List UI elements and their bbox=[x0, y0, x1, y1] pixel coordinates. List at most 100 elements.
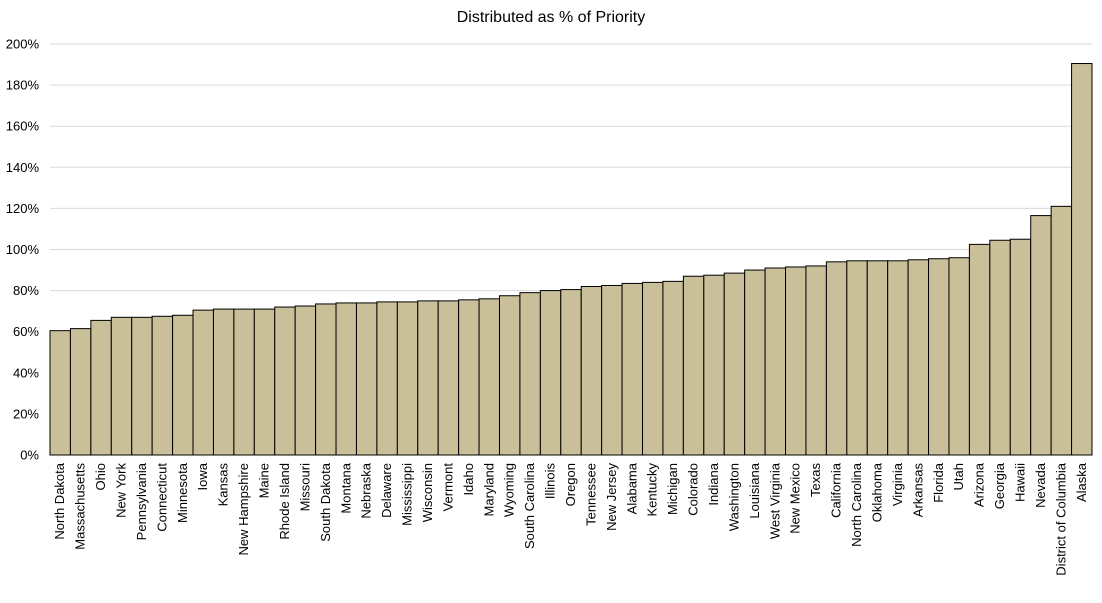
bar-idaho bbox=[458, 299, 480, 456]
x-tick-label: Oklahoma bbox=[869, 462, 884, 522]
bar-kansas bbox=[212, 308, 235, 456]
x-tick-label: Texas bbox=[808, 463, 823, 497]
y-tick-label: 20% bbox=[13, 406, 39, 421]
x-tick-label: Wyoming bbox=[502, 463, 517, 517]
x-tick-label: Connecticut bbox=[154, 463, 169, 532]
bar-georgia bbox=[989, 239, 1011, 456]
x-tick-label: North Carolina bbox=[849, 462, 864, 547]
x-tick-label: Alaska bbox=[1074, 462, 1089, 502]
bar-new-york bbox=[110, 316, 133, 456]
y-tick-label: 180% bbox=[6, 78, 40, 93]
bar-rhode-island bbox=[274, 306, 296, 456]
y-tick-label: 60% bbox=[13, 324, 39, 339]
x-tick-label: Oregon bbox=[563, 463, 578, 506]
y-tick-label: 160% bbox=[6, 119, 40, 134]
bar-south-dakota bbox=[315, 303, 337, 456]
bar-montana bbox=[335, 302, 357, 456]
x-tick-label: New Mexico bbox=[788, 463, 803, 534]
bar-alabama bbox=[621, 282, 644, 456]
bar-florida bbox=[928, 258, 950, 456]
x-tick-label: New York bbox=[114, 463, 129, 518]
x-tick-label: Massachusetts bbox=[73, 463, 88, 550]
bar-utah bbox=[948, 257, 970, 456]
bar-delaware bbox=[376, 301, 398, 456]
x-tick-label: Montana bbox=[338, 462, 353, 513]
x-tick-label: Arkansas bbox=[910, 463, 925, 518]
bar-nebraska bbox=[355, 302, 378, 456]
bar-mississippi bbox=[396, 301, 419, 456]
bars bbox=[49, 63, 1093, 456]
x-tick-label: Kentucky bbox=[645, 463, 660, 517]
x-axis-ticks: North Dakota Massachusetts Ohio New York Pen… bbox=[52, 462, 1089, 575]
x-tick-label: Alabama bbox=[624, 462, 639, 514]
x-tick-label: Delaware bbox=[379, 463, 394, 518]
x-tick-label: Missouri bbox=[297, 463, 312, 512]
x-tick-label: North Dakota bbox=[52, 462, 67, 539]
bar-vermont bbox=[437, 300, 460, 456]
x-tick-label: Maryland bbox=[481, 463, 496, 516]
x-tick-label: Virginia bbox=[890, 462, 905, 506]
x-tick-label: Louisiana bbox=[747, 462, 762, 518]
bar-connecticut bbox=[151, 315, 174, 456]
bar-north-carolina bbox=[846, 260, 868, 456]
bar-ohio bbox=[90, 319, 112, 456]
bar-texas bbox=[805, 265, 827, 456]
x-tick-label: Hawaii bbox=[1012, 463, 1027, 502]
bar-oregon bbox=[560, 289, 582, 456]
x-tick-label: Ohio bbox=[93, 463, 108, 490]
y-tick-label: 200% bbox=[6, 37, 40, 52]
y-tick-label: 80% bbox=[13, 283, 39, 298]
x-tick-label: Indiana bbox=[706, 462, 721, 505]
y-axis-ticks: 0% 20% 40% 60% 80% 100% 120% 140% 160% 180% 200% bbox=[6, 37, 40, 463]
bar-arizona bbox=[968, 243, 991, 456]
y-tick-label: 40% bbox=[13, 365, 39, 380]
x-tick-label: Wisconsin bbox=[420, 463, 435, 522]
bar-wyoming bbox=[498, 295, 521, 456]
y-tick-label: 120% bbox=[6, 201, 40, 216]
bar-kentucky bbox=[642, 281, 664, 456]
bar-alaska bbox=[1071, 63, 1093, 456]
bar-illinois bbox=[539, 290, 562, 456]
x-tick-label: Washington bbox=[726, 463, 741, 531]
x-tick-label: South Carolina bbox=[522, 462, 537, 549]
x-tick-label: Florida bbox=[931, 462, 946, 503]
x-tick-label: District of Columbia bbox=[1053, 462, 1068, 575]
x-tick-label: New Jersey bbox=[604, 463, 619, 531]
x-tick-label: Tennessee bbox=[583, 463, 598, 526]
bar-colorado bbox=[682, 275, 705, 456]
x-tick-label: Colorado bbox=[686, 463, 701, 516]
bar-pennsylvania bbox=[131, 316, 153, 456]
bar-arkansas bbox=[907, 259, 930, 456]
y-tick-label: 0% bbox=[20, 448, 39, 463]
bar-new-jersey bbox=[601, 284, 623, 456]
x-tick-label: Maine bbox=[257, 463, 272, 498]
x-tick-label: Vermont bbox=[440, 463, 455, 512]
bar-oklahoma bbox=[866, 260, 889, 456]
bar-north-dakota bbox=[49, 330, 71, 456]
bar-tennessee bbox=[580, 285, 603, 456]
bar-new-hampshire bbox=[233, 308, 255, 456]
chart-title: Distributed as % of Priority bbox=[457, 9, 646, 26]
y-tick-label: 100% bbox=[6, 242, 40, 257]
x-tick-label: Utah bbox=[951, 463, 966, 490]
bar-michigan bbox=[662, 280, 684, 456]
bar-california bbox=[825, 261, 848, 456]
x-tick-label: Minnesota bbox=[175, 462, 190, 523]
bar-indiana bbox=[703, 274, 725, 456]
bar-maine bbox=[253, 308, 276, 456]
bar-massachusetts bbox=[69, 328, 92, 456]
bar-virginia bbox=[887, 260, 909, 456]
bar-west-virginia bbox=[764, 267, 787, 456]
x-tick-label: New Hampshire bbox=[236, 463, 251, 555]
bar-iowa bbox=[192, 309, 214, 456]
x-tick-label: Arizona bbox=[972, 462, 987, 507]
bar-district-of-columbia bbox=[1050, 205, 1073, 456]
bar-washington bbox=[723, 272, 746, 456]
x-tick-label: Georgia bbox=[992, 462, 1007, 509]
bar-maryland bbox=[478, 298, 500, 456]
x-tick-label: South Dakota bbox=[318, 462, 333, 542]
x-tick-label: Michigan bbox=[665, 463, 680, 515]
bar-nevada bbox=[1030, 215, 1052, 456]
bar-hawaii bbox=[1009, 238, 1032, 456]
